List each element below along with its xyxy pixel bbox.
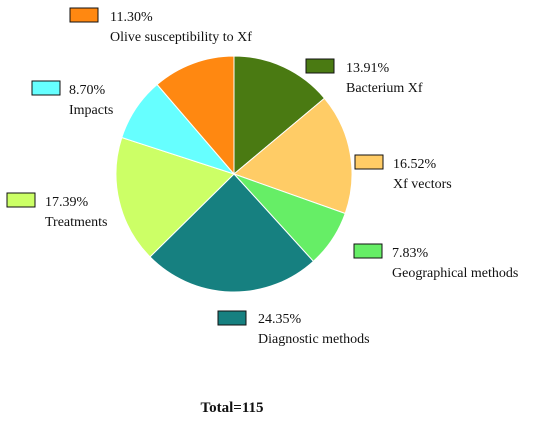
pie-slice-bacterium-xf: [233, 55, 326, 176]
pie-slice-olive-susceptibility-to-xf: [156, 55, 235, 176]
pie-slice-diagnostic-methods: [149, 173, 315, 293]
legend-percent-vectors: 16.52%: [393, 157, 437, 172]
legend-percent-geographical: 7.83%: [392, 246, 429, 261]
total-label: Total=115: [200, 400, 263, 416]
legend-vectors: 16.52% Xf vectors: [354, 154, 452, 192]
legend-swatch-treatments: [6, 192, 36, 208]
pie-slice-xf-vectors: [233, 97, 353, 215]
legend-swatch-diagnostic: [217, 310, 247, 326]
legend-geographical: 7.83% Geographical methods: [353, 243, 518, 281]
legend-percent-olive: 11.30%: [110, 10, 153, 25]
legend-label-impacts: Impacts: [69, 103, 113, 118]
legend-olive: 11.30% Olive susceptibility to Xf: [69, 7, 252, 45]
legend-label-vectors: Xf vectors: [393, 177, 452, 192]
legend-bacterium: 13.91% Bacterium Xf: [305, 58, 423, 96]
legend-label-geographical: Geographical methods: [392, 266, 518, 281]
legend-label-treatments: Treatments: [45, 215, 107, 230]
legend-label-diagnostic: Diagnostic methods: [258, 332, 370, 347]
legend-label-bacterium: Bacterium Xf: [346, 81, 423, 96]
pie-slice-treatments: [115, 136, 235, 258]
legend-percent-treatments: 17.39%: [45, 195, 89, 210]
legend-percent-bacterium: 13.91%: [346, 61, 390, 76]
legend-swatch-olive: [69, 7, 99, 23]
legend-label-olive: Olive susceptibility to Xf: [110, 30, 252, 45]
legend-swatch-impacts: [31, 80, 61, 96]
legend-impacts: 8.70% Impacts: [31, 80, 113, 118]
legend-swatch-vectors: [354, 154, 384, 170]
legend-percent-impacts: 8.70%: [69, 83, 106, 98]
legend-swatch-bacterium: [305, 58, 335, 74]
pie-slices: [115, 55, 353, 293]
legend-treatments: 17.39% Treatments: [6, 192, 107, 230]
legend-diagnostic: 24.35% Diagnostic methods: [217, 310, 370, 347]
legend-percent-diagnostic: 24.35%: [258, 312, 302, 327]
legend-swatch-geographical: [353, 243, 383, 259]
